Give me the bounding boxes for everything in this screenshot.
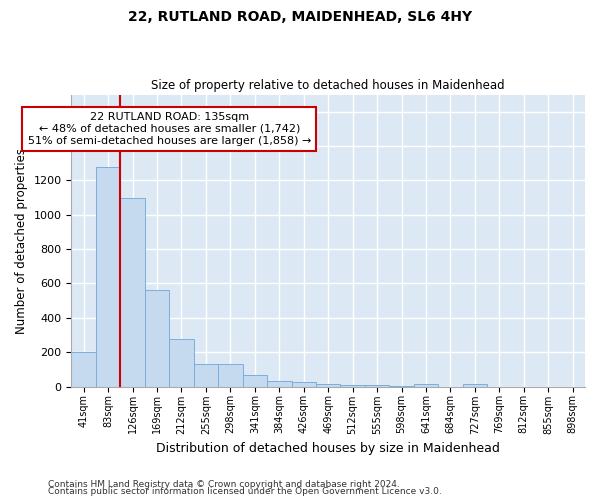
Text: 22, RUTLAND ROAD, MAIDENHEAD, SL6 4HY: 22, RUTLAND ROAD, MAIDENHEAD, SL6 4HY — [128, 10, 472, 24]
Text: Contains public sector information licensed under the Open Government Licence v3: Contains public sector information licen… — [48, 488, 442, 496]
Bar — [169, 340, 194, 386]
Bar — [218, 364, 242, 386]
Bar — [71, 352, 96, 386]
Bar — [194, 364, 218, 386]
Bar — [267, 382, 292, 386]
Bar — [365, 385, 389, 386]
Bar — [242, 376, 267, 386]
Bar — [292, 382, 316, 386]
Bar — [96, 166, 121, 386]
Bar — [121, 198, 145, 386]
Bar — [316, 384, 340, 386]
Title: Size of property relative to detached houses in Maidenhead: Size of property relative to detached ho… — [151, 79, 505, 92]
Bar — [463, 384, 487, 386]
Text: 22 RUTLAND ROAD: 135sqm
← 48% of detached houses are smaller (1,742)
51% of semi: 22 RUTLAND ROAD: 135sqm ← 48% of detache… — [28, 112, 311, 146]
X-axis label: Distribution of detached houses by size in Maidenhead: Distribution of detached houses by size … — [156, 442, 500, 455]
Bar — [145, 290, 169, 386]
Bar — [340, 385, 365, 386]
Bar — [414, 384, 438, 386]
Y-axis label: Number of detached properties: Number of detached properties — [15, 148, 28, 334]
Text: Contains HM Land Registry data © Crown copyright and database right 2024.: Contains HM Land Registry data © Crown c… — [48, 480, 400, 489]
